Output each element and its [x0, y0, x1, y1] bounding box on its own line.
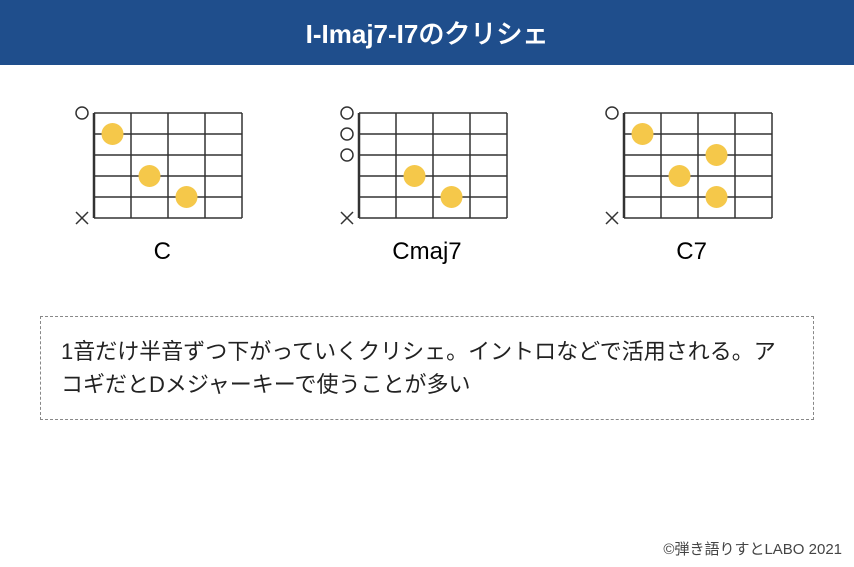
chord-diagram-c7: [602, 105, 782, 226]
header-bar: I-Imaj7-I7のクリシェ: [0, 0, 854, 65]
chord-diagram-c: [72, 105, 252, 226]
chord-label: C7: [676, 238, 707, 266]
chord-c: C: [72, 105, 252, 266]
chord-c7: C7: [602, 105, 782, 266]
chord-label: Cmaj7: [392, 238, 461, 266]
chords-row: C Cmaj7 C7: [0, 65, 854, 286]
chord-label: C: [154, 238, 171, 266]
page-title: I-Imaj7-I7のクリシェ: [306, 19, 549, 49]
chord-diagram-cmaj7: [337, 105, 517, 226]
chord-cmaj7: Cmaj7: [337, 105, 517, 266]
copyright: ©弾き語りすとLABO 2021: [663, 538, 842, 559]
description-box: 1音だけ半音ずつ下がっていくクリシェ。イントロなどで活用される。アコギだとDメジ…: [40, 316, 814, 420]
description-text: 1音だけ半音ずつ下がっていくクリシェ。イントロなどで活用される。アコギだとDメジ…: [61, 339, 776, 397]
